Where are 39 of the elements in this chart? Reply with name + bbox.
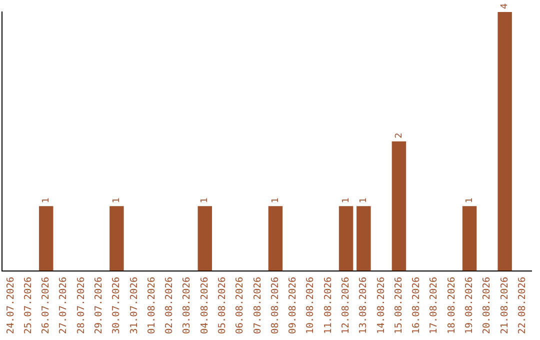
x-tick-label: 03.08.2026 [182, 276, 193, 334]
x-tick-label: 22.08.2026 [516, 276, 528, 334]
x-tick-label: 07.08.2026 [252, 276, 264, 334]
x-tick-label: 30.07.2026 [111, 276, 122, 334]
x-tick-label: 13.08.2026 [358, 276, 370, 334]
x-tick-label: 31.07.2026 [128, 276, 140, 334]
x-tick-label: 04.08.2026 [199, 276, 210, 334]
x-tick-label: 05.08.2026 [217, 276, 228, 334]
x-tick-label: 02.08.2026 [164, 276, 176, 334]
x-tick-label: 10.08.2026 [305, 276, 316, 334]
x-tick-label: 27.07.2026 [58, 276, 70, 334]
data-label: 1 [41, 197, 52, 204]
x-tick-label: 08.08.2026 [270, 276, 281, 334]
x-tick-label: 12.08.2026 [340, 276, 352, 334]
data-label: 4 [500, 3, 510, 9]
data-label: 1 [270, 197, 281, 204]
x-tick-label: 28.07.2026 [76, 276, 87, 334]
data-label: 2 [394, 132, 404, 138]
x-tick-label: 06.08.2026 [234, 276, 246, 334]
data-label: 1 [112, 197, 122, 204]
x-tick-label: 14.08.2026 [376, 276, 387, 334]
x-tick-label: 20.08.2026 [482, 276, 493, 334]
x-tick-label: 18.08.2026 [446, 276, 458, 334]
x-tick-label: 25.07.2026 [22, 276, 34, 334]
x-tick-label: 15.08.2026 [393, 276, 404, 334]
data-label: 1 [359, 197, 370, 204]
data-label: 1 [464, 197, 475, 204]
x-tick-label: 24.07.2026 [5, 276, 16, 334]
x-tick-label: 09.08.2026 [288, 276, 299, 334]
x-tick-label: 17.08.2026 [428, 276, 440, 334]
x-tick-label: 01.08.2026 [146, 276, 158, 334]
x-tick-label: 26.07.2026 [40, 276, 52, 334]
x-tick-label: 16.08.2026 [411, 276, 422, 334]
x-tick-label: 19.08.2026 [464, 276, 476, 334]
x-tick-label: 29.07.2026 [94, 276, 105, 334]
x-tick-label: 21.08.2026 [499, 276, 510, 334]
data-label: 1 [200, 197, 210, 204]
data-label: 1 [341, 197, 352, 204]
x-tick-label: 11.08.2026 [322, 276, 334, 334]
